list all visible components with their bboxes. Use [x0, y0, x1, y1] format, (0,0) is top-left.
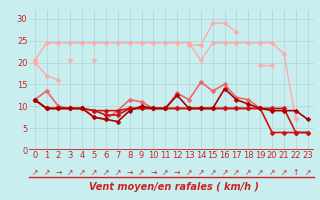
Text: ↑: ↑	[292, 168, 299, 177]
Text: ↗: ↗	[257, 168, 263, 177]
Text: ↗: ↗	[245, 168, 252, 177]
Text: ↗: ↗	[304, 168, 311, 177]
Text: ↗: ↗	[115, 168, 121, 177]
Text: →: →	[55, 168, 62, 177]
Text: ↗: ↗	[138, 168, 145, 177]
Text: ↗: ↗	[79, 168, 85, 177]
Text: ↗: ↗	[233, 168, 240, 177]
Text: →: →	[150, 168, 156, 177]
Text: ↗: ↗	[281, 168, 287, 177]
Text: ↗: ↗	[269, 168, 275, 177]
Text: ↗: ↗	[67, 168, 74, 177]
Text: ↗: ↗	[198, 168, 204, 177]
Text: ↗: ↗	[44, 168, 50, 177]
Text: ↗: ↗	[210, 168, 216, 177]
Text: ↗: ↗	[221, 168, 228, 177]
Text: Vent moyen/en rafales ( km/h ): Vent moyen/en rafales ( km/h )	[89, 182, 260, 192]
Text: →: →	[126, 168, 133, 177]
Text: →: →	[174, 168, 180, 177]
Text: ↗: ↗	[32, 168, 38, 177]
Text: ↗: ↗	[103, 168, 109, 177]
Text: ↗: ↗	[162, 168, 168, 177]
Text: ↗: ↗	[186, 168, 192, 177]
Text: ↗: ↗	[91, 168, 97, 177]
